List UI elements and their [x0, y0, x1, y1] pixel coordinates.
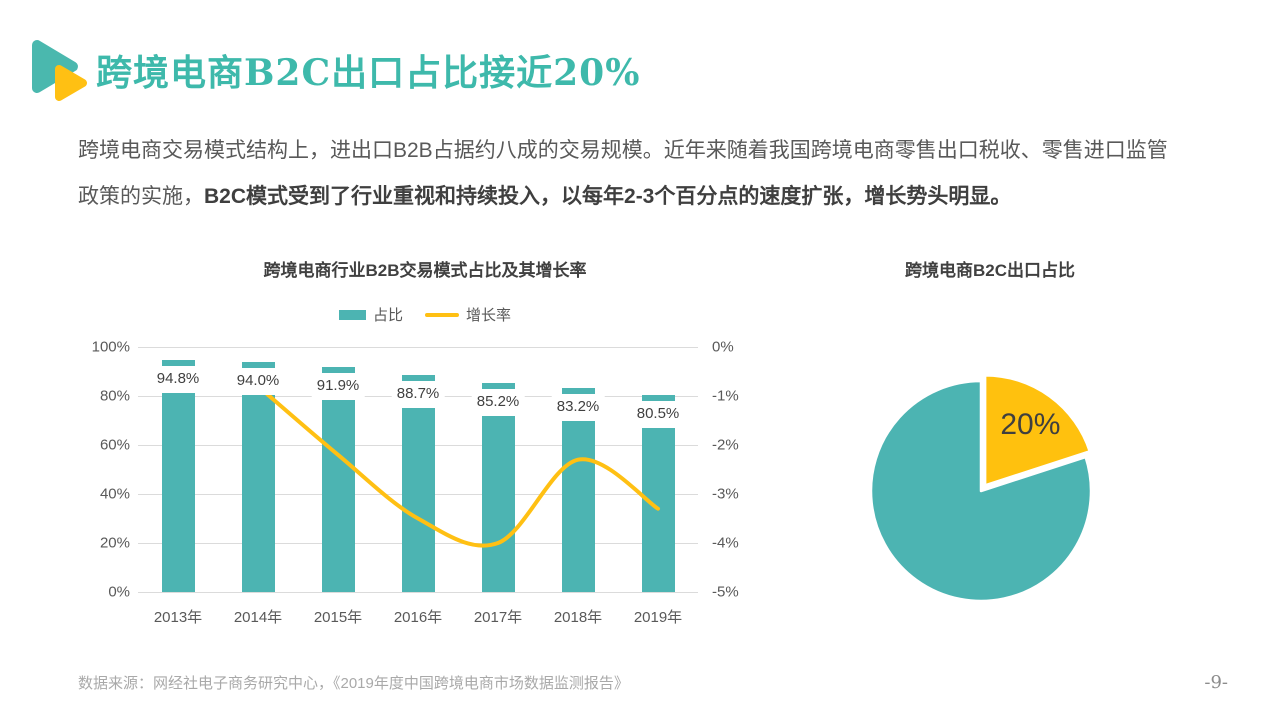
body-text-regular: 跨境电商交易模式结构上，进出口B2B占据约八成的交易规模。近年来随着我国跨境电商…	[78, 139, 1168, 208]
y-axis-tick-right: -3%	[712, 485, 739, 503]
x-axis-tick: 2019年	[633, 609, 683, 626]
b2b-share-growth-chart: 跨境电商行业B2B交易模式占比及其增长率 占比 增长率 100% 0% 80% -1%…	[80, 250, 770, 640]
y-axis-tick-left: 0%	[108, 583, 130, 601]
legend-item-share: 占比	[338, 304, 403, 325]
x-axis-tick: 2018年	[553, 609, 603, 626]
b2c-export-share-chart: 跨境电商B2C出口占比 20%	[830, 250, 1150, 640]
share-bar	[481, 383, 515, 592]
bar-value-label: 94.8%	[151, 365, 205, 393]
y-axis-tick-left: 20%	[99, 534, 130, 552]
combo-plot-area: 100% 0% 80% -1% 60% -2% 40% -3% 20% -4% 0% -5% 94.8%…	[92, 340, 739, 627]
y-axis-tick-left: 100%	[91, 338, 130, 356]
body-paragraph: 跨境电商交易模式结构上，进出口B2B占据约八成的交易规模。近年来随着我国跨境电商…	[78, 128, 1186, 220]
share-bar	[561, 388, 595, 592]
pie-value-label: 20%	[1000, 408, 1060, 441]
grid-line	[138, 347, 698, 348]
y-axis-tick-left: 40%	[99, 485, 130, 503]
bar-value-label: 83.2%	[551, 394, 605, 422]
grid-line	[138, 592, 698, 593]
play-triangles-icon	[28, 36, 92, 107]
y-axis-tick-right: 0%	[712, 338, 734, 356]
y-axis-tick-right: -4%	[712, 534, 739, 552]
x-axis-tick: 2013年	[153, 609, 203, 626]
share-bar	[321, 366, 355, 592]
page-title: 跨境电商B2C出口占比接近20%	[96, 52, 641, 94]
page-number: -9-	[1204, 672, 1228, 693]
share-bar	[241, 361, 275, 592]
growth-line-svg	[256, 384, 660, 548]
x-axis-tick: 2017年	[473, 609, 523, 626]
pie-chart-title: 跨境电商B2C出口占比	[904, 261, 1075, 280]
bar-value-label: 85.2%	[471, 389, 525, 417]
bar-series-swatch	[338, 309, 366, 320]
y-axis-tick-right: -1%	[712, 387, 739, 405]
pie-slice-remainder	[869, 379, 1093, 603]
body-text-bold: B2C模式受到了行业重视和持续投入，以每年2-3个百分点的速度扩张，增长势头明显…	[204, 185, 1012, 208]
bar-value-label: 94.0%	[231, 367, 285, 395]
x-axis-tick: 2016年	[393, 609, 443, 626]
legend-label-growth: 增长率	[466, 307, 512, 324]
data-source-note: 数据来源：网经社电子商务研究中心，《2019年度中国跨境电商市场数据监测报告》	[78, 675, 629, 692]
chart-legend: 占比 增长率	[80, 304, 770, 325]
line-series-swatch	[425, 312, 459, 317]
y-axis-tick-right: -5%	[712, 583, 739, 601]
x-axis-tick: 2015年	[313, 609, 363, 626]
share-bar	[161, 359, 195, 592]
bar-value-label: 80.5%	[631, 400, 685, 428]
x-axis-tick: 2014年	[233, 609, 283, 626]
pie-slice-b2c-export	[983, 374, 1091, 487]
legend-label-share: 占比	[372, 307, 403, 324]
y-axis-tick-left: 80%	[99, 387, 130, 405]
bar-value-label: 88.7%	[391, 380, 445, 408]
bar-value-label: 91.9%	[311, 372, 365, 400]
share-bar	[401, 374, 435, 592]
legend-item-growth: 增长率	[425, 304, 511, 325]
y-axis-tick-right: -2%	[712, 436, 739, 454]
y-axis-tick-left: 60%	[99, 436, 130, 454]
combo-chart-title: 跨境电商行业B2B交易模式占比及其增长率	[263, 261, 587, 280]
pie-svg: 20%	[869, 374, 1093, 603]
growth-line	[256, 384, 660, 548]
